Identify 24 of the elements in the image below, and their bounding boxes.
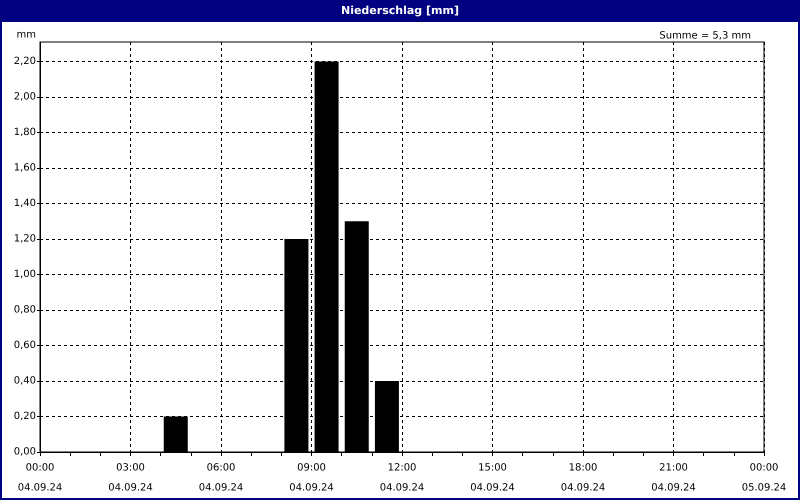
text: Summe = 5,3 mm	[659, 30, 752, 42]
x-tick-label: 12:00 04.09.24	[380, 462, 424, 494]
y-tick-label: 0,80	[14, 304, 36, 316]
x-tick-label: 06:00 04.09.24	[198, 462, 244, 494]
y-tick-label: 1,80	[14, 127, 36, 138]
y-tick-label: 1,60	[14, 162, 36, 174]
y-tick-label: 1,40	[14, 198, 36, 210]
x-tick-label: 00:00 04.09.24	[18, 462, 62, 494]
x-tick-label: 21:00 04.09.24	[651, 462, 696, 494]
x-tick-label: 15:00 04.09.24	[470, 462, 515, 494]
y-tick-label: 1,20	[14, 234, 36, 245]
y-tick-label: 0,00	[14, 446, 36, 458]
chart-title: Niederschlag [mm]	[2, 2, 798, 22]
y-axis-title: mm	[16, 30, 36, 40]
x-tick-label: 09:00 04.09.24	[289, 462, 334, 494]
y-tick-label: 0,40	[14, 376, 36, 387]
x-tick-label: 00:00 05.09.24	[742, 462, 786, 494]
x-tick-label: 18:00 04.09.24	[560, 462, 606, 494]
y-tick-label: 0,20	[14, 411, 36, 422]
y-tick-label: 0,60	[14, 340, 36, 352]
y-tick-label: 2,00	[14, 92, 36, 103]
y-tick-label: 1,00	[14, 269, 36, 280]
y-tick-label: 2,20	[14, 56, 36, 68]
x-tick-label: 03:00 04.09.24	[108, 462, 153, 494]
